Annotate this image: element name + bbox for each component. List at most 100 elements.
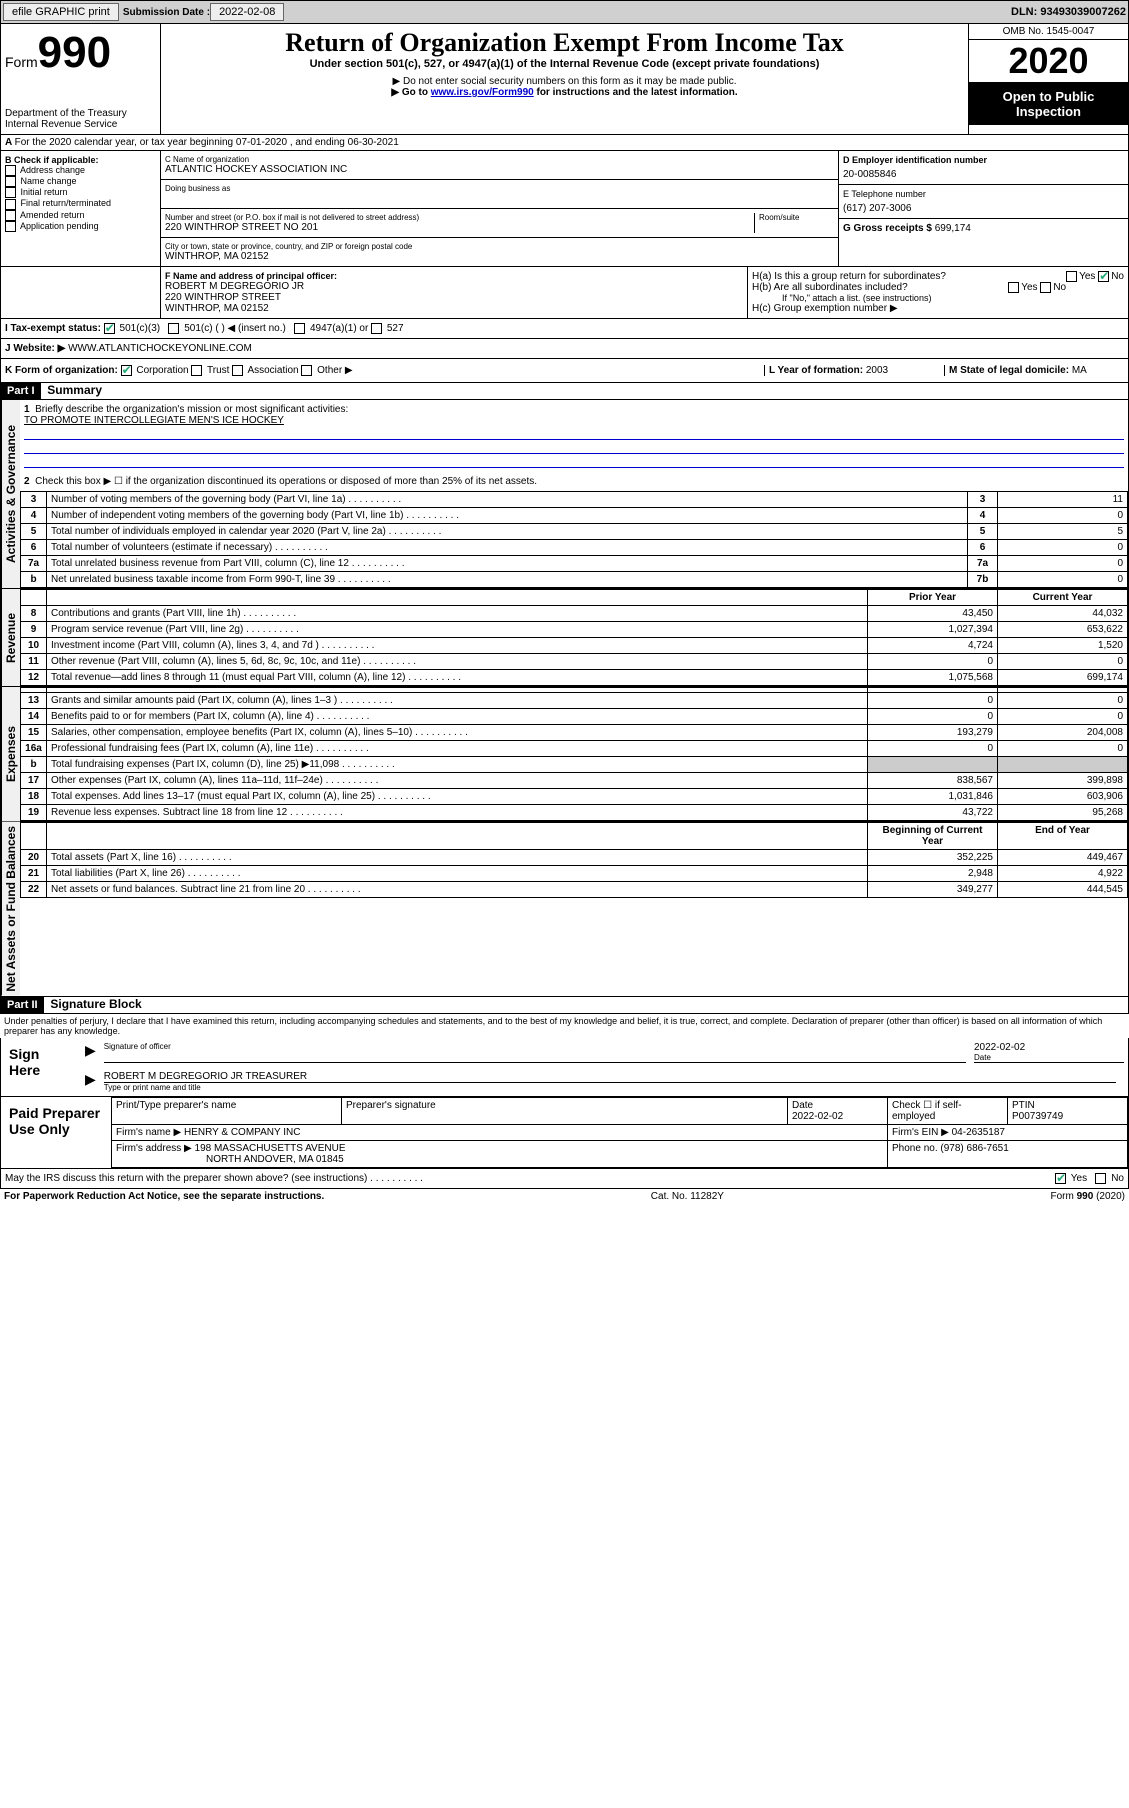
entity-section: B Check if applicable: Address change Na… [0, 151, 1129, 267]
paperwork-notice: For Paperwork Reduction Act Notice, see … [4, 1191, 324, 1202]
part2-title: Signature Block [46, 997, 141, 1011]
type-label: Type or print name and title [104, 1083, 1116, 1092]
instructions-link[interactable]: www.irs.gov/Form990 [431, 87, 534, 98]
gross-receipts: 699,174 [935, 223, 971, 234]
governance-table: 3Number of voting members of the governi… [20, 491, 1128, 588]
part2-header: Part II Signature Block [0, 997, 1129, 1014]
room-label: Room/suite [759, 213, 834, 222]
netassets-section: Net Assets or Fund Balances Beginning of… [0, 822, 1129, 997]
year-formed-label: L Year of formation: [769, 365, 863, 376]
firm-phone: (978) 686-7651 [940, 1143, 1008, 1154]
officer-name: ROBERT M DEGREGORIO JR [165, 281, 743, 292]
firm-addr1: 198 MASSACHUSETTS AVENUE [195, 1143, 346, 1154]
vert-netassets: Net Assets or Fund Balances [1, 822, 20, 996]
table-row: 18Total expenses. Add lines 13–17 (must … [21, 789, 1128, 805]
date-label: Date [974, 1053, 1124, 1062]
table-row: Prior YearCurrent Year [21, 590, 1128, 606]
ssn-note: ▶ Do not enter social security numbers o… [165, 76, 964, 87]
form-header: Form990 Department of the Treasury Inter… [0, 24, 1129, 135]
omb-no: OMB No. 1545-0047 [969, 24, 1128, 40]
officer-group-row: F Name and address of principal officer:… [0, 267, 1129, 319]
dba-label: Doing business as [165, 184, 834, 193]
officer-addr2: WINTHROP, MA 02152 [165, 303, 743, 314]
part2-label: Part II [1, 997, 44, 1013]
table-row: bNet unrelated business taxable income f… [21, 572, 1128, 588]
tax-exempt-row: I Tax-exempt status: 501(c)(3) 501(c) ( … [0, 319, 1129, 339]
part1-title: Summary [43, 383, 102, 397]
website-row: J Website: ▶ WWW.ATLANTICHOCKEYONLINE.CO… [0, 339, 1129, 359]
table-row: bTotal fundraising expenses (Part IX, co… [21, 757, 1128, 773]
print-bar: efile GRAPHIC print Submission Date : 20… [0, 0, 1129, 24]
table-row: 14Benefits paid to or for members (Part … [21, 709, 1128, 725]
efile-button[interactable]: efile GRAPHIC print [3, 3, 119, 21]
sig-date: 2022-02-02 [974, 1042, 1124, 1053]
chk-initial: Initial return [5, 187, 156, 198]
firm-addr2: NORTH ANDOVER, MA 01845 [116, 1154, 344, 1165]
table-row: 16aProfessional fundraising fees (Part I… [21, 741, 1128, 757]
chk-name: Name change [5, 176, 156, 187]
table-row: 19Revenue less expenses. Subtract line 1… [21, 805, 1128, 821]
public-inspection: Open to Public Inspection [969, 83, 1128, 125]
subtitle: Under section 501(c), 527, or 4947(a)(1)… [165, 58, 964, 70]
table-row: 20Total assets (Part X, line 16)352,2254… [21, 850, 1128, 866]
table-row: 10Investment income (Part VIII, column (… [21, 638, 1128, 654]
tax-year: 2020 [969, 40, 1128, 83]
line2-text: Check this box ▶ ☐ if the organization d… [35, 476, 537, 487]
domicile-state: MA [1072, 365, 1087, 376]
vert-expenses: Expenses [1, 687, 20, 821]
dept-label: Department of the Treasury Internal Reve… [5, 108, 156, 130]
officer-label: F Name and address of principal officer: [165, 271, 743, 281]
cat-no: Cat. No. 11282Y [651, 1191, 724, 1202]
discuss-text: May the IRS discuss this return with the… [5, 1173, 367, 1184]
form-key: Form990 [5, 28, 156, 78]
prep-name-label: Print/Type preparer's name [112, 1097, 342, 1124]
netassets-table: Beginning of Current YearEnd of Year20To… [20, 822, 1128, 898]
paid-preparer-block: Paid Preparer Use Only Print/Type prepar… [0, 1097, 1129, 1169]
table-row: 9Program service revenue (Part VIII, lin… [21, 622, 1128, 638]
paid-preparer-label: Paid Preparer Use Only [1, 1097, 111, 1168]
preparer-table: Print/Type preparer's name Preparer's si… [111, 1097, 1128, 1168]
part1-header: Part I Summary [0, 383, 1129, 400]
dln: DLN: 93493039007262 [1011, 6, 1126, 18]
table-row: 11Other revenue (Part VIII, column (A), … [21, 654, 1128, 670]
sign-here-block: Sign Here ▶ Signature of officer 2022-02… [0, 1038, 1129, 1097]
chk-final: Final return/terminated [5, 198, 156, 209]
footer: For Paperwork Reduction Act Notice, see … [0, 1189, 1129, 1204]
table-row: 15Salaries, other compensation, employee… [21, 725, 1128, 741]
sig-officer-label: Signature of officer [104, 1042, 966, 1051]
firm-name: HENRY & COMPANY INC [184, 1127, 301, 1138]
hc-row: H(c) Group exemption number ▶ [752, 303, 1124, 314]
prep-sig-label: Preparer's signature [342, 1097, 788, 1124]
table-row: 3Number of voting members of the governi… [21, 492, 1128, 508]
submission-date-button[interactable]: 2022-02-08 [210, 3, 284, 21]
arrow-icon: ▶ [85, 1071, 96, 1092]
expenses-table: 13Grants and similar amounts paid (Part … [20, 687, 1128, 821]
expenses-section: Expenses 13Grants and similar amounts pa… [0, 687, 1129, 822]
chk-amended: Amended return [5, 210, 156, 221]
ha-row: H(a) Is this a group return for subordin… [752, 271, 1124, 282]
table-row: 4Number of independent voting members of… [21, 508, 1128, 524]
ein-label: D Employer identification number [843, 155, 1124, 165]
ein: 20-0085846 [843, 169, 1124, 180]
tax-period: A For the 2020 calendar year, or tax yea… [0, 135, 1129, 151]
table-row: 12Total revenue—add lines 8 through 11 (… [21, 670, 1128, 686]
vert-revenue: Revenue [1, 589, 20, 686]
box-c: C Name of organization ATLANTIC HOCKEY A… [161, 151, 838, 266]
submission-label: Submission Date : [123, 7, 210, 18]
prep-date: 2022-02-02 [792, 1111, 843, 1122]
officer-addr1: 220 WINTHROP STREET [165, 292, 743, 303]
hb-row: H(b) Are all subordinates included? Yes … [752, 282, 1124, 293]
org-city: WINTHROP, MA 02152 [165, 251, 834, 262]
box-b: B Check if applicable: Address change Na… [1, 151, 161, 266]
gross-label: G Gross receipts $ [843, 223, 932, 234]
chk-pending: Application pending [5, 221, 156, 232]
return-title: Return of Organization Exempt From Incom… [165, 28, 964, 58]
table-row: 17Other expenses (Part IX, column (A), l… [21, 773, 1128, 789]
klm-row: K Form of organization: Corporation Trus… [0, 359, 1129, 383]
table-row: 6Total number of volunteers (estimate if… [21, 540, 1128, 556]
year-formed: 2003 [866, 365, 888, 376]
revenue-table: Prior YearCurrent Year8Contributions and… [20, 589, 1128, 686]
declaration-text: Under penalties of perjury, I declare th… [0, 1014, 1129, 1038]
table-row: 8Contributions and grants (Part VIII, li… [21, 606, 1128, 622]
revenue-section: Revenue Prior YearCurrent Year8Contribut… [0, 589, 1129, 687]
